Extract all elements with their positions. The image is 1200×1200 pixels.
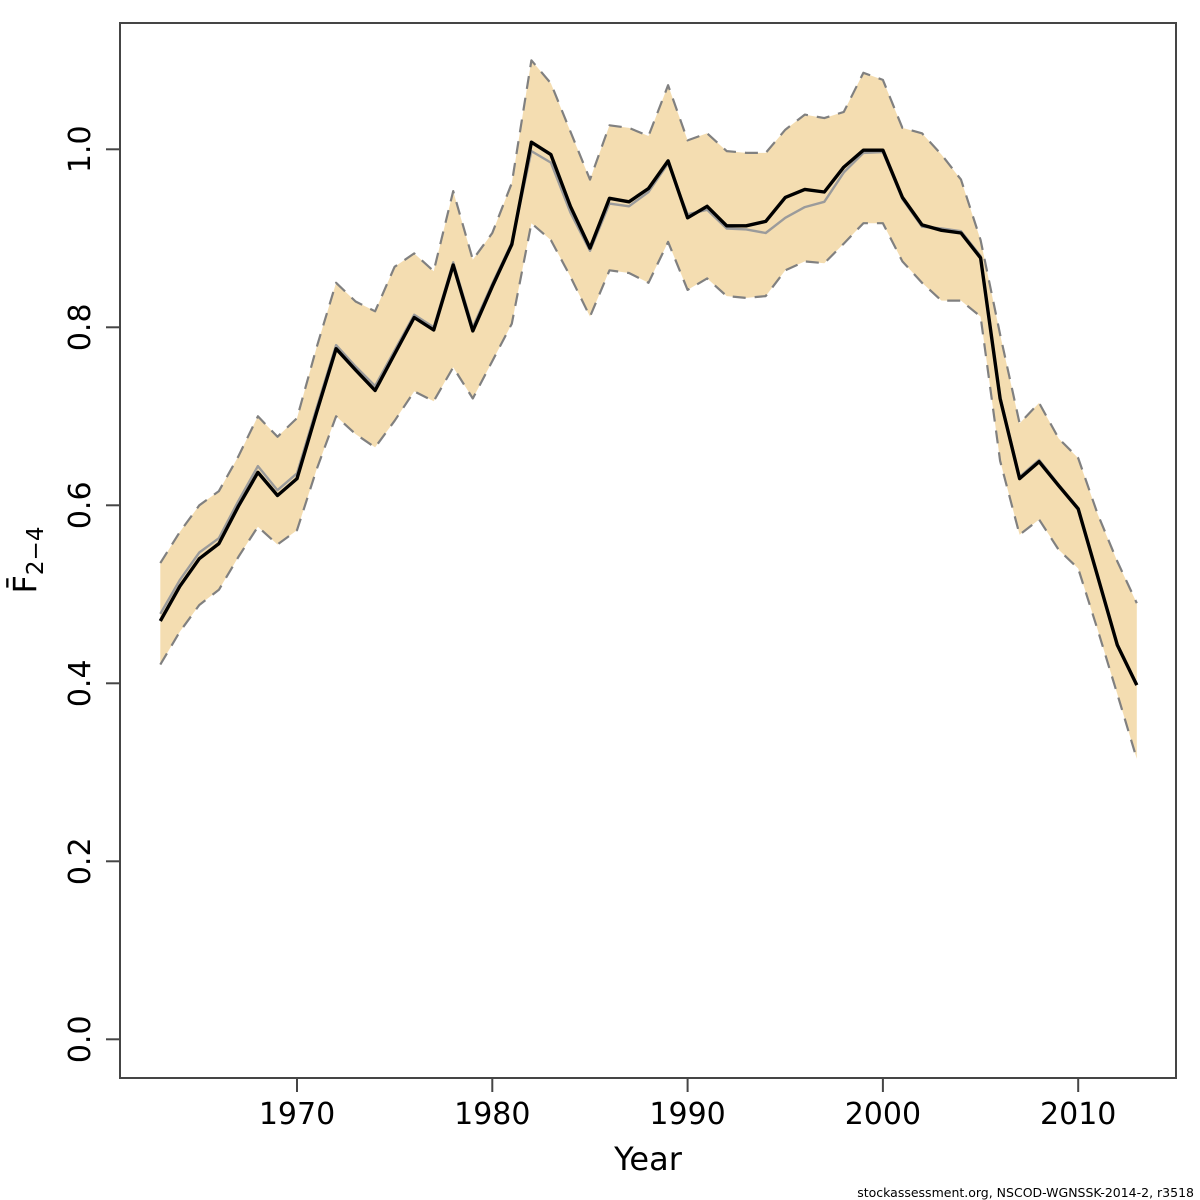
confidence-band — [160, 60, 1137, 759]
plot-area — [158, 59, 1139, 760]
confidence-band-lower-edge — [159, 222, 1138, 760]
y-tick-label: 0.2 — [63, 837, 98, 885]
y-tick-label: 1.0 — [63, 125, 98, 173]
y-axis-title-base: F̄ — [5, 575, 44, 593]
x-tick-label: 1970 — [259, 1097, 335, 1132]
plot-box — [119, 22, 1177, 1079]
x-axis: 1970 1980 1990 2000 2010 — [259, 1078, 1116, 1132]
f-mean-line — [158, 140, 1139, 686]
confidence-band-upper-edge — [159, 59, 1138, 604]
y-axis: 0.0 0.2 0.4 0.6 0.8 1.0 — [63, 125, 120, 1063]
y-tick-label: 0.0 — [63, 1015, 98, 1063]
x-tick-label: 2010 — [1040, 1097, 1116, 1132]
x-axis-title: Year — [613, 1140, 683, 1178]
y-tick-label: 0.8 — [63, 303, 98, 351]
y-tick-label: 0.4 — [63, 659, 98, 707]
x-tick-label: 1990 — [649, 1097, 725, 1132]
y-axis-title-subscript: 2−4 — [23, 527, 49, 576]
footer-credit: stockassessment.org, NSCOD-WGNSSK-2014-2… — [857, 1185, 1194, 1200]
x-tick-label: 2000 — [845, 1097, 921, 1132]
x-tick-label: 1980 — [454, 1097, 530, 1132]
y-axis-title: F̄2−4 — [5, 527, 49, 594]
y-tick-label: 0.6 — [63, 481, 98, 529]
